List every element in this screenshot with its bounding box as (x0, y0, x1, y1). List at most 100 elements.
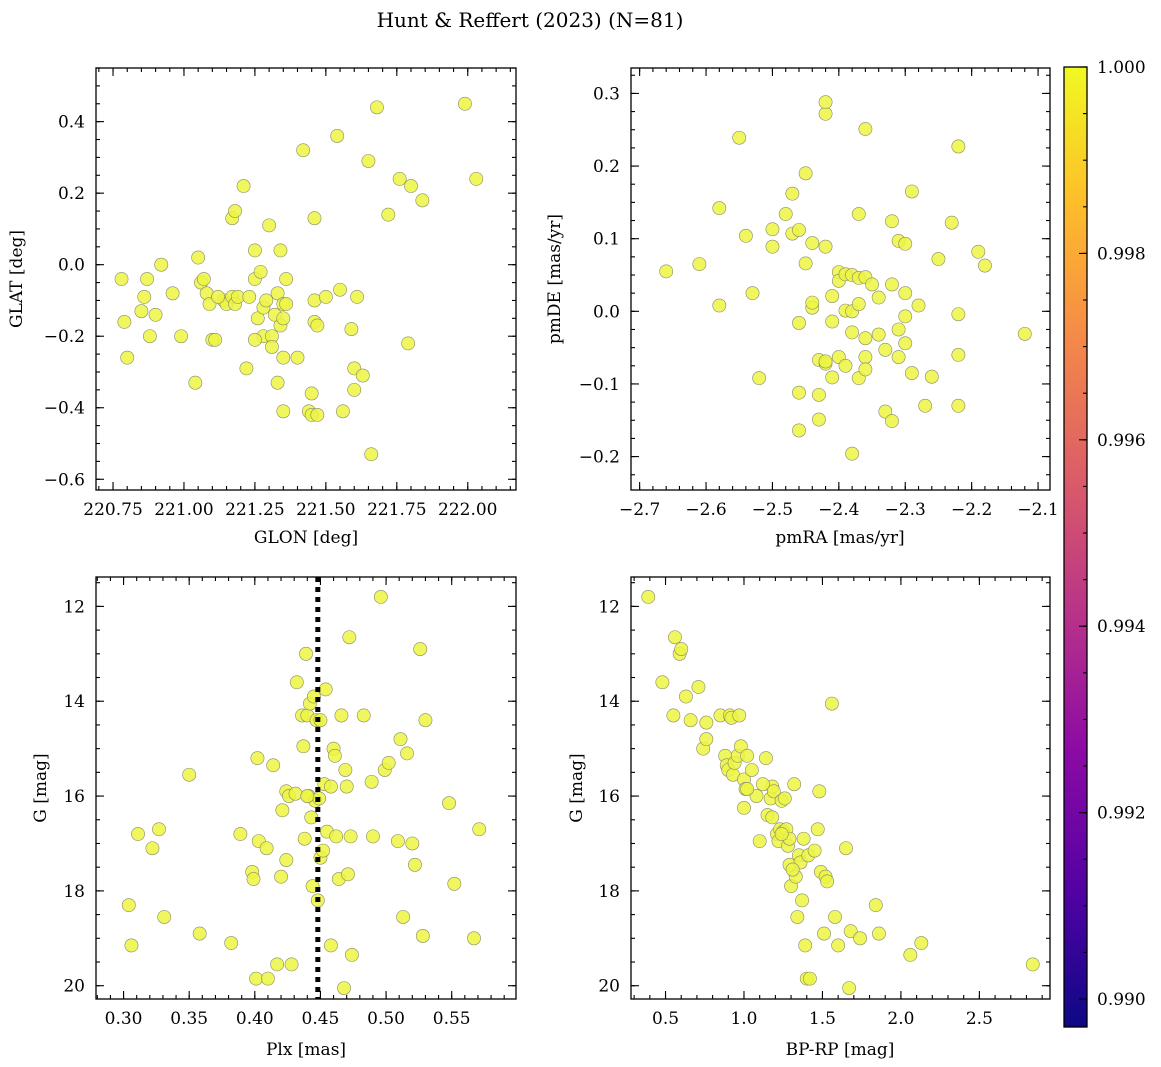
data-point (825, 314, 840, 329)
data-point (798, 166, 813, 181)
y-tick-label: 0.4 (58, 113, 85, 133)
x-tick-label: 0.40 (236, 1009, 274, 1029)
x-tick-label: 222.00 (438, 500, 497, 520)
colorbar-bar (1064, 67, 1087, 1027)
data-point (248, 332, 262, 347)
data-point (792, 423, 806, 438)
colorbar: 0.990 0.992 0.994 0.996 0.998 1.000 (1063, 58, 1146, 1028)
data-point (224, 936, 239, 950)
data-point (313, 713, 328, 728)
data-point (765, 810, 780, 825)
data-point (777, 791, 792, 806)
data-point (944, 215, 959, 230)
x-tick-label: −2.1 (1017, 500, 1058, 520)
data-point (798, 938, 813, 953)
y-axis-label: GLAT [deg] (7, 230, 27, 328)
data-point (140, 272, 154, 286)
data-point (364, 447, 379, 462)
data-point (393, 732, 408, 747)
data-point (951, 347, 966, 362)
data-point (812, 387, 826, 402)
data-point (401, 336, 416, 351)
data-point (157, 910, 172, 924)
data-point (342, 630, 357, 645)
data-point (805, 295, 820, 310)
data-point (655, 675, 670, 690)
x-tick-label: 0.50 (367, 1009, 405, 1029)
x-tick-label: 221.00 (154, 500, 213, 520)
data-point (787, 777, 802, 792)
x-tick-label: 1.5 (809, 1009, 836, 1029)
data-point (381, 755, 396, 770)
data-point (339, 779, 354, 794)
data-point (324, 938, 338, 953)
y-tick-label: 20 (598, 977, 620, 997)
data-point (333, 282, 347, 297)
data-point (774, 827, 789, 841)
data-point (885, 414, 899, 428)
data-point (192, 926, 207, 941)
data-point (330, 129, 345, 143)
data-point (792, 385, 806, 400)
data-point (817, 926, 831, 941)
data-point (871, 327, 886, 342)
data-point (951, 398, 966, 413)
x-axis-label: BP-RP [mag] (786, 1040, 895, 1060)
data-point (288, 786, 303, 801)
data-point (732, 130, 747, 145)
data-point (148, 307, 163, 322)
data-point (337, 981, 351, 995)
data-point (248, 243, 262, 258)
data-point (120, 350, 135, 365)
data-point (276, 350, 291, 365)
data-point (335, 404, 350, 419)
data-point (415, 929, 430, 943)
data-point (143, 329, 157, 344)
data-point (712, 201, 727, 216)
data-point (845, 325, 860, 340)
data-point (124, 938, 139, 953)
data-point (304, 386, 319, 401)
data-point (300, 789, 315, 803)
data-point (296, 739, 311, 754)
colorbar-frame (1063, 66, 1088, 1028)
data-point (971, 244, 986, 259)
y-tick-label: −0.4 (44, 399, 85, 419)
data-point (310, 407, 325, 422)
data-point (273, 243, 288, 258)
data-point (796, 831, 811, 846)
x-tick-label: 0.5 (652, 1009, 679, 1029)
data-point (413, 642, 428, 656)
x-tick-label: −2.7 (619, 500, 660, 520)
data-point (270, 957, 285, 972)
data-point (265, 340, 279, 354)
data-point (289, 675, 304, 690)
colorbar-tick-label: 1.000 (1097, 58, 1146, 78)
data-point (297, 831, 312, 846)
data-point (249, 971, 264, 986)
data-point (472, 822, 487, 837)
data-point (324, 779, 338, 794)
y-tick-label: 18 (598, 882, 620, 902)
panel-pmra-pmde: pmRA [mas/yr] pmDE [mas/yr] −2.7 −2.6 −2.5… (545, 67, 1059, 548)
x-axis-label: Plx [mas] (266, 1040, 346, 1060)
data-point (641, 590, 656, 604)
data-point (366, 829, 380, 844)
y-tick-label: 0.2 (58, 184, 85, 204)
data-point (812, 412, 826, 427)
data-point (276, 311, 291, 326)
data-point (356, 708, 371, 723)
data-point (868, 898, 883, 913)
data-point (790, 910, 805, 924)
y-tick-label: 16 (598, 787, 620, 807)
data-point (752, 834, 767, 849)
data-point (259, 293, 274, 308)
axes-frame (630, 576, 1051, 1000)
data-point (765, 222, 780, 237)
data-point (795, 893, 809, 908)
data-point (798, 256, 813, 271)
data-point (872, 926, 886, 941)
data-point (865, 277, 879, 292)
